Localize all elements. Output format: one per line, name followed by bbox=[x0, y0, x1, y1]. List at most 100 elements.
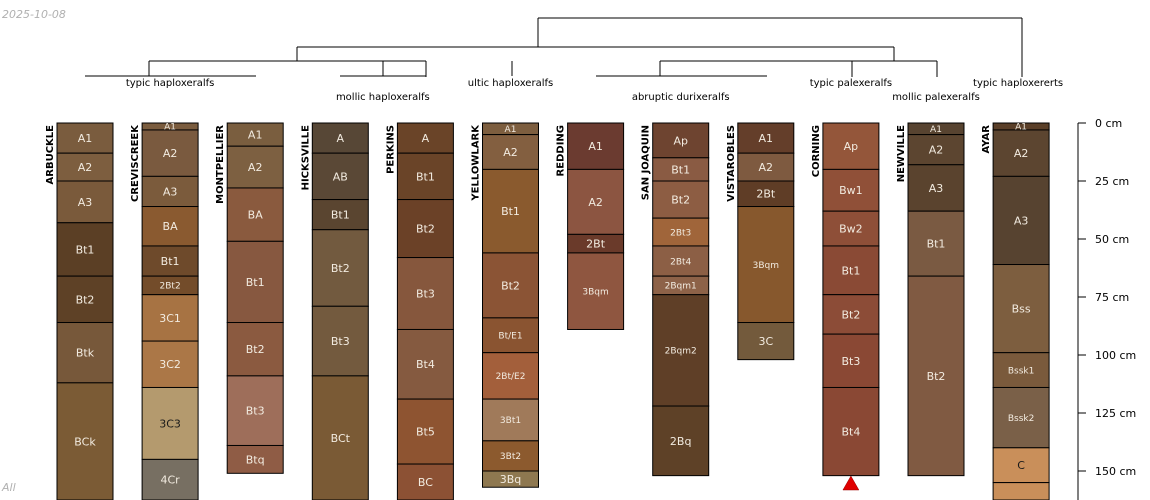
horizon-block bbox=[482, 168, 539, 254]
horizon-block bbox=[567, 122, 625, 170]
horizon-label: 3C bbox=[758, 335, 773, 348]
horizon-label: 2Bt bbox=[756, 188, 776, 201]
horizon-block bbox=[907, 164, 965, 212]
horizon-block bbox=[56, 382, 114, 500]
horizon-block bbox=[567, 168, 625, 235]
horizon-block bbox=[482, 440, 539, 472]
horizon-label: A bbox=[422, 132, 430, 145]
profile-redding: A1 A2 2Bt 3Bqm REDDING bbox=[556, 122, 625, 330]
profile-name: YELLOWLARK bbox=[471, 124, 482, 202]
horizon-label: Bss bbox=[1012, 303, 1031, 316]
horizon-block bbox=[822, 245, 880, 296]
profile-name: SAN JOAQUIN bbox=[641, 125, 652, 200]
horizon-label: 3Bqm bbox=[582, 287, 608, 297]
horizon-block bbox=[992, 482, 1050, 500]
horizon-label: 2Bqm2 bbox=[665, 347, 697, 357]
horizon-label: 3C1 bbox=[159, 312, 181, 325]
horizon-label: 3Bt2 bbox=[500, 452, 521, 462]
horizon-label: Btk bbox=[76, 347, 95, 360]
horizon-block bbox=[482, 252, 539, 319]
horizon-label: Bw2 bbox=[839, 223, 863, 236]
group-labels: typic haploxeralfs mollic haploxeralfs ult… bbox=[126, 78, 1063, 103]
horizon-label: Ap bbox=[844, 140, 859, 153]
horizon-label: A2 bbox=[248, 161, 263, 174]
horizon-label: A1 bbox=[1015, 123, 1027, 133]
horizon-label: Bt1 bbox=[927, 238, 946, 251]
profile-name: PERKINS bbox=[385, 125, 396, 174]
horizon-block bbox=[226, 145, 284, 189]
horizon-block bbox=[226, 375, 284, 446]
depth-tick-label: 25 cm bbox=[1095, 175, 1129, 188]
horizon-label: A3 bbox=[78, 196, 93, 209]
horizon-block bbox=[226, 187, 284, 242]
horizon-label: A2 bbox=[588, 196, 603, 209]
profile-name: REDDING bbox=[556, 125, 567, 176]
horizon-label: A2 bbox=[759, 161, 774, 174]
horizon-block bbox=[737, 206, 795, 324]
horizon-label: A2 bbox=[503, 146, 518, 159]
horizon-label: A2 bbox=[929, 144, 944, 157]
horizon-block bbox=[822, 210, 880, 247]
profile-name: CORNING bbox=[811, 125, 822, 177]
horizon-label: Bt5 bbox=[416, 426, 435, 439]
horizon-label: 3C3 bbox=[159, 417, 181, 430]
horizon-label: Bt1 bbox=[76, 243, 95, 256]
horizon-label: Bt1 bbox=[416, 170, 435, 183]
profile-name: MONTPELLIER bbox=[215, 125, 226, 204]
horizon-label: BCk bbox=[74, 435, 96, 448]
profile-name: HICKSVILLE bbox=[300, 125, 311, 191]
horizon-block bbox=[482, 398, 539, 442]
horizon-block bbox=[311, 122, 369, 154]
horizon-label: 3Bq bbox=[500, 473, 522, 486]
profiles: A1 A2 A3 Bt1 Bt2 Btk BCk ARBUCKLE A1 A2 A3 BA Bt1 2Bt… bbox=[45, 122, 1050, 500]
horizon-block bbox=[737, 152, 795, 182]
horizon-block bbox=[482, 134, 539, 170]
profile-ayar: A1 A2 A3 Bss Bssk1 Bssk2 C AYAR bbox=[981, 122, 1050, 500]
horizon-label: A3 bbox=[1014, 214, 1029, 227]
horizon-label: Bt3 bbox=[331, 335, 350, 348]
horizon-block bbox=[482, 470, 539, 488]
depth-tick-label: 0 cm bbox=[1095, 117, 1122, 130]
profile-name: ARBUCKLE bbox=[45, 125, 56, 185]
profile-name: VISTAROBLES bbox=[726, 125, 737, 202]
horizon-block bbox=[311, 152, 369, 201]
group-label: typic haploxererts bbox=[973, 78, 1063, 89]
horizon-block bbox=[311, 305, 369, 377]
horizon-label: BA bbox=[248, 209, 264, 222]
horizon-block bbox=[907, 275, 965, 477]
horizon-label: Bt2 bbox=[501, 279, 520, 292]
horizon-block bbox=[567, 252, 625, 330]
horizon-label: Bt1 bbox=[331, 209, 350, 222]
horizon-label: A3 bbox=[163, 185, 178, 198]
horizon-block bbox=[652, 405, 710, 477]
group-label: mollic palexeralfs bbox=[892, 92, 980, 103]
horizon-block bbox=[822, 333, 880, 388]
horizon-label: BCt bbox=[331, 432, 351, 445]
horizon-block bbox=[56, 322, 114, 384]
horizon-label: A bbox=[337, 132, 345, 145]
profile-arbuckle: A1 A2 A3 Bt1 Bt2 Btk BCk ARBUCKLE bbox=[45, 122, 114, 500]
horizon-label: 2Bt/E2 bbox=[496, 372, 526, 382]
horizon-label: Bt2 bbox=[246, 343, 265, 356]
horizon-label: 2Bt3 bbox=[670, 228, 691, 238]
group-label: mollic haploxeralfs bbox=[336, 92, 430, 103]
group-label: typic palexeralfs bbox=[810, 78, 892, 89]
horizon-label: Bt1 bbox=[671, 163, 690, 176]
horizon-label: Bt2 bbox=[671, 194, 690, 207]
horizon-block bbox=[822, 294, 880, 335]
horizon-block bbox=[141, 129, 199, 177]
horizon-label: A1 bbox=[248, 129, 263, 142]
depth-axis: 0 cm 25 cm 50 cm 75 cm 100 cm 125 cm 150 cm bbox=[1077, 117, 1136, 500]
horizon-block bbox=[226, 444, 284, 474]
group-label: typic haploxeralfs bbox=[126, 78, 215, 89]
horizon-label: A1 bbox=[588, 140, 603, 153]
horizon-label: Bt1 bbox=[501, 205, 520, 218]
horizon-label: 3C2 bbox=[159, 358, 181, 371]
horizon-label: Bt4 bbox=[416, 358, 435, 371]
horizon-block bbox=[396, 122, 454, 154]
horizon-block bbox=[141, 294, 199, 342]
horizon-block bbox=[141, 340, 199, 388]
horizon-block bbox=[141, 245, 199, 277]
corner-note: All bbox=[2, 481, 16, 494]
